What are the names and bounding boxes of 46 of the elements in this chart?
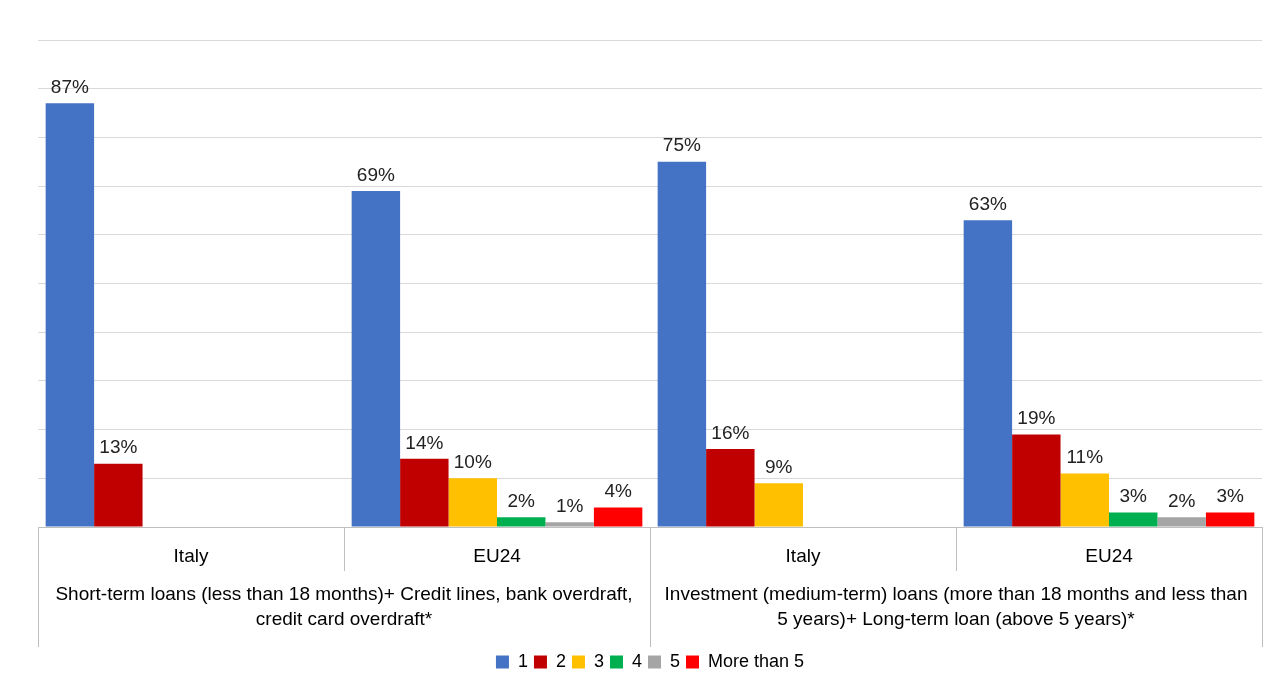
legend-label: 3 bbox=[593, 650, 604, 671]
data-label: 13% bbox=[99, 436, 138, 458]
bar bbox=[94, 463, 143, 527]
bar bbox=[963, 220, 1013, 527]
bar bbox=[1109, 512, 1158, 527]
legend-label: 1 bbox=[517, 650, 528, 671]
bar bbox=[1060, 473, 1109, 527]
data-label: 19% bbox=[1017, 407, 1056, 429]
data-label: 3% bbox=[1119, 485, 1148, 507]
data-label: 11% bbox=[1066, 446, 1104, 468]
bar bbox=[497, 517, 546, 527]
x-tick-label: Italy bbox=[173, 544, 209, 566]
bar bbox=[1157, 517, 1206, 527]
bar bbox=[45, 103, 95, 527]
data-label: 10% bbox=[453, 451, 492, 473]
legend-label: 4 bbox=[631, 650, 642, 671]
x-tick-label: EU24 bbox=[473, 544, 522, 566]
bar bbox=[545, 522, 594, 527]
bar bbox=[351, 190, 401, 527]
bar bbox=[448, 478, 497, 527]
data-label: 14% bbox=[405, 431, 444, 453]
bar bbox=[657, 161, 707, 527]
data-label: 3% bbox=[1216, 485, 1244, 507]
bar bbox=[706, 449, 755, 527]
bar bbox=[754, 483, 803, 527]
data-label: 2% bbox=[1167, 489, 1196, 511]
legend-label: 5 bbox=[669, 650, 680, 671]
data-label: 75% bbox=[662, 134, 701, 156]
text: Investment (medium-term) loans (more than 18 months and less than 5 years)+ Long-term loan (above 5 years)* bbox=[664, 582, 1248, 629]
data-label: 9% bbox=[765, 455, 793, 477]
bar bbox=[1205, 512, 1255, 527]
data-label: 16% bbox=[711, 421, 750, 443]
bar bbox=[593, 507, 643, 527]
data-label: 69% bbox=[356, 163, 395, 185]
data-label: 4% bbox=[604, 480, 632, 502]
text: Short-term loans (less than 18 months)+ Credit lines, bank overdraft, credit card overdraft* bbox=[55, 582, 633, 629]
data-label: 1% bbox=[555, 494, 584, 516]
bar bbox=[400, 458, 449, 527]
data-label: 63% bbox=[968, 192, 1007, 214]
data-label: 2% bbox=[507, 489, 536, 511]
x-tick-label: EU24 bbox=[1085, 544, 1134, 566]
legend-label: 2 bbox=[555, 650, 566, 671]
legend-label: More than 5 bbox=[708, 650, 805, 671]
data-label: 87% bbox=[50, 76, 89, 98]
bar bbox=[1012, 434, 1061, 527]
x-tick-label: Italy bbox=[785, 544, 821, 566]
